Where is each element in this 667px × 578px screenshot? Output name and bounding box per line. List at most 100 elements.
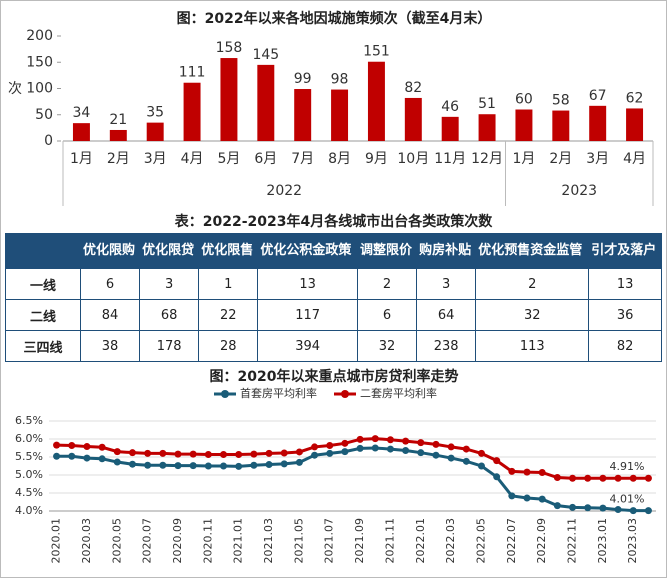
point bbox=[235, 462, 243, 470]
point bbox=[402, 437, 410, 445]
cell: 32 bbox=[356, 330, 418, 362]
point bbox=[371, 444, 379, 452]
point bbox=[584, 504, 592, 512]
point bbox=[508, 467, 516, 475]
y-tick-label: 6.0% bbox=[15, 432, 43, 445]
x-tick-label: 9月 bbox=[365, 151, 388, 167]
point bbox=[113, 458, 121, 466]
legend-label: 二套房平均利率 bbox=[360, 386, 437, 400]
point bbox=[614, 474, 622, 482]
point bbox=[553, 474, 561, 482]
x-tick-label: 2020.05 bbox=[110, 518, 123, 564]
point bbox=[98, 443, 106, 451]
x-tick-label: 2022.11 bbox=[566, 518, 579, 564]
row-label: 二线 bbox=[5, 299, 81, 331]
point bbox=[493, 473, 501, 481]
point bbox=[83, 454, 91, 462]
cell: 84 bbox=[79, 299, 141, 331]
x-tick-label: 2020.09 bbox=[171, 518, 184, 564]
point bbox=[356, 435, 364, 443]
table-row: 一线 6 3 1 13 2 3 2 13 bbox=[5, 268, 662, 300]
point bbox=[295, 458, 303, 466]
data-label: 151 bbox=[363, 44, 390, 60]
point bbox=[295, 448, 303, 456]
cell: 178 bbox=[139, 330, 200, 362]
series-line bbox=[56, 446, 649, 513]
point bbox=[189, 450, 197, 458]
column-header: 优化公积金政策 bbox=[257, 233, 358, 269]
point bbox=[477, 449, 485, 457]
y-tick-label: 6.5% bbox=[15, 414, 43, 427]
cell: 2 bbox=[356, 268, 418, 300]
cell: 6 bbox=[356, 299, 418, 331]
corner-cell bbox=[5, 233, 81, 269]
cell: 1 bbox=[198, 268, 259, 300]
point bbox=[280, 449, 288, 457]
cell: 68 bbox=[139, 299, 200, 331]
point bbox=[386, 436, 394, 444]
y-tick-label: 4.5% bbox=[15, 486, 43, 499]
column-header: 优化限贷 bbox=[139, 233, 200, 269]
x-tick-label: 2022.01 bbox=[414, 518, 427, 564]
x-tick-label: 1月 bbox=[512, 151, 535, 167]
x-tick-label: 2022.07 bbox=[505, 518, 518, 564]
point bbox=[98, 455, 106, 463]
cell: 13 bbox=[257, 268, 358, 300]
cell: 22 bbox=[198, 299, 259, 331]
point bbox=[265, 461, 273, 469]
point bbox=[417, 439, 425, 447]
x-tick-label: 2020.07 bbox=[141, 518, 154, 564]
x-tick-label: 2023.01 bbox=[596, 518, 609, 564]
point bbox=[265, 449, 273, 457]
point bbox=[402, 447, 410, 455]
bar bbox=[478, 114, 496, 141]
bar bbox=[220, 58, 238, 141]
cell: 117 bbox=[257, 299, 358, 331]
point bbox=[599, 504, 607, 512]
legend-marker bbox=[341, 390, 349, 398]
data-label: 62 bbox=[626, 90, 644, 106]
header-row: 优化限购 优化限贷 优化限售 优化公积金政策 调整限价 购房补贴 优化预售资金监管 引才及落户 bbox=[5, 233, 662, 269]
point bbox=[538, 495, 546, 503]
x-tick-label: 1月 bbox=[70, 151, 93, 167]
bar bbox=[72, 123, 90, 141]
point bbox=[83, 443, 91, 451]
table-row: 三四线 38 178 28 394 32 238 113 82 bbox=[5, 330, 662, 362]
data-label: 145 bbox=[252, 47, 279, 63]
data-label: 34 bbox=[73, 105, 91, 121]
data-label: 51 bbox=[478, 96, 496, 112]
group-label: 2023 bbox=[561, 183, 597, 199]
point bbox=[644, 507, 652, 515]
x-tick-label: 2021.03 bbox=[262, 518, 275, 564]
x-tick-label: 2月 bbox=[107, 151, 130, 167]
table-row: 二线 84 68 22 117 6 64 32 36 bbox=[5, 299, 662, 331]
y-tick-label: 5.0% bbox=[15, 468, 43, 481]
point bbox=[447, 454, 455, 462]
bar bbox=[331, 89, 349, 141]
point bbox=[174, 462, 182, 470]
y-tick-label: 50 bbox=[35, 107, 53, 123]
column-header: 优化限售 bbox=[198, 233, 259, 269]
cell: 28 bbox=[198, 330, 259, 362]
point bbox=[220, 450, 228, 458]
line-title: 图：2020年以来重点城市房贷利率走势 bbox=[210, 368, 459, 385]
point bbox=[250, 450, 258, 458]
y-tick-label: 0 bbox=[44, 133, 53, 149]
point bbox=[629, 474, 637, 482]
point bbox=[417, 449, 425, 457]
data-label: 82 bbox=[404, 80, 422, 96]
column-header: 调整限价 bbox=[356, 233, 418, 269]
point bbox=[204, 462, 212, 470]
data-label: 4.01% bbox=[609, 493, 644, 506]
bar bbox=[552, 110, 570, 141]
cell: 3 bbox=[139, 268, 200, 300]
cell: 113 bbox=[475, 330, 590, 362]
point bbox=[311, 443, 319, 451]
point bbox=[326, 441, 334, 449]
x-tick-label: 10月 bbox=[397, 151, 429, 167]
y-tick-label: 4.0% bbox=[15, 504, 43, 517]
x-tick-label: 2021.11 bbox=[383, 518, 396, 564]
point bbox=[326, 449, 334, 457]
